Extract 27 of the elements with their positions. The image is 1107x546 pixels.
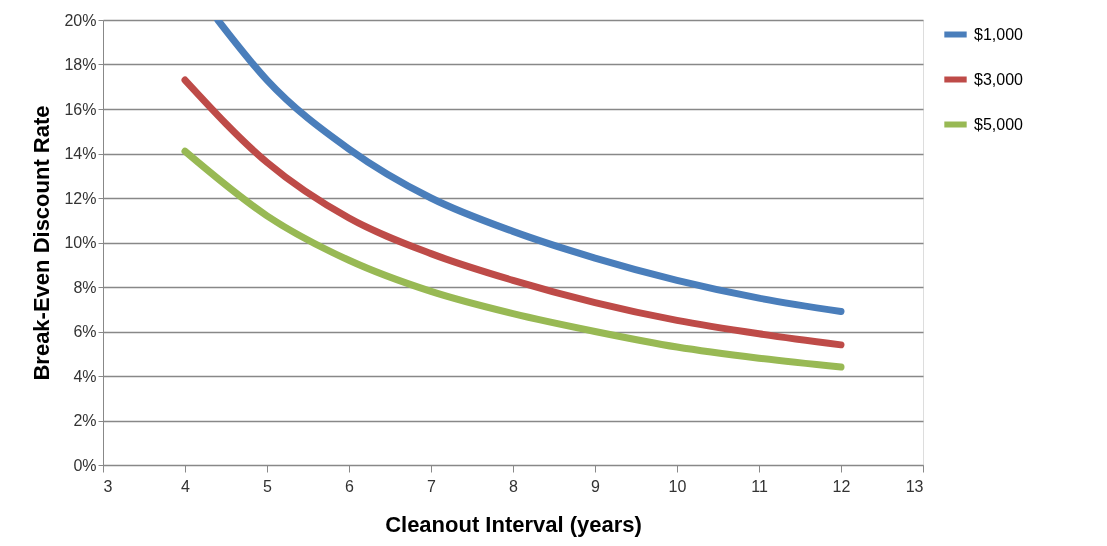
y-tick-label: 18% xyxy=(64,56,97,73)
y-tick-label: 20% xyxy=(64,11,97,29)
y-tick-label: 4% xyxy=(73,367,97,385)
x-tick-label: 12 xyxy=(832,477,851,495)
x-tick-label: 6 xyxy=(345,477,355,495)
y-tick-label: 6% xyxy=(73,323,97,340)
x-tick-label: 5 xyxy=(263,477,273,495)
x-tick-label: 7 xyxy=(427,477,437,495)
y-axis-title: Break-Even Discount Rate xyxy=(29,105,55,381)
y-tick-label: 12% xyxy=(64,189,97,207)
y-tick-label: 14% xyxy=(64,145,97,162)
x-tick-label: 11 xyxy=(751,477,768,495)
legend-label: $3,000 xyxy=(974,70,1024,88)
x-tick-label: 3 xyxy=(103,477,113,495)
y-tick-label: 16% xyxy=(64,100,97,118)
x-tick-label: 8 xyxy=(509,477,519,495)
x-tick-label: 13 xyxy=(905,477,924,495)
y-tick-label: 8% xyxy=(73,278,97,296)
y-tick-label: 0% xyxy=(73,456,97,474)
x-tick-label: 10 xyxy=(668,477,687,495)
y-tick-label: 10% xyxy=(64,234,97,251)
x-tick-label: 9 xyxy=(591,477,601,495)
legend-label: $5,000 xyxy=(974,115,1024,133)
x-axis-title: Cleanout Interval (years) xyxy=(385,511,642,537)
x-tick-label: 4 xyxy=(181,477,191,495)
y-tick-label: 2% xyxy=(73,412,97,429)
legend-label: $1,000 xyxy=(974,25,1024,43)
